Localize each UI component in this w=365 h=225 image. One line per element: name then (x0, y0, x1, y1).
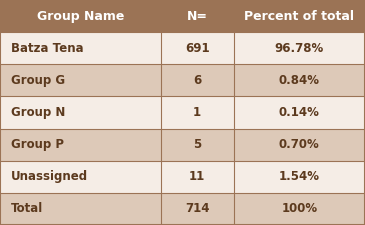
Bar (161, 97, 234, 128)
Text: Group N: Group N (11, 106, 65, 119)
Text: 1: 1 (193, 106, 201, 119)
Bar (0, 64, 161, 97)
Text: Total: Total (11, 202, 43, 215)
Bar (234, 64, 365, 97)
Bar (161, 128, 234, 161)
Text: 0.70%: 0.70% (279, 138, 320, 151)
Text: 714: 714 (185, 202, 210, 215)
Bar (0, 161, 161, 193)
Bar (161, 193, 234, 225)
Bar (234, 128, 365, 161)
Text: Unassigned: Unassigned (11, 170, 88, 183)
Bar (161, 32, 234, 64)
Bar (161, 161, 234, 193)
Bar (234, 0, 365, 32)
Bar (0, 193, 161, 225)
Text: 1.54%: 1.54% (279, 170, 320, 183)
Text: Batza Tena: Batza Tena (11, 42, 84, 55)
Text: 11: 11 (189, 170, 205, 183)
Text: 0.14%: 0.14% (279, 106, 320, 119)
Bar (234, 32, 365, 64)
Text: N=: N= (187, 10, 208, 22)
Bar (234, 193, 365, 225)
Text: 0.84%: 0.84% (279, 74, 320, 87)
Text: Percent of total: Percent of total (244, 10, 354, 22)
Text: Group P: Group P (11, 138, 64, 151)
Bar (0, 97, 161, 128)
Text: Group Name: Group Name (36, 10, 124, 22)
Text: Group G: Group G (11, 74, 65, 87)
Text: 5: 5 (193, 138, 201, 151)
Text: 100%: 100% (281, 202, 317, 215)
Bar (161, 0, 234, 32)
Text: 691: 691 (185, 42, 210, 55)
Bar (234, 97, 365, 128)
Bar (234, 161, 365, 193)
Bar (161, 64, 234, 97)
Bar (0, 128, 161, 161)
Bar (0, 32, 161, 64)
Bar (0, 0, 161, 32)
Text: 6: 6 (193, 74, 201, 87)
Text: 96.78%: 96.78% (275, 42, 324, 55)
